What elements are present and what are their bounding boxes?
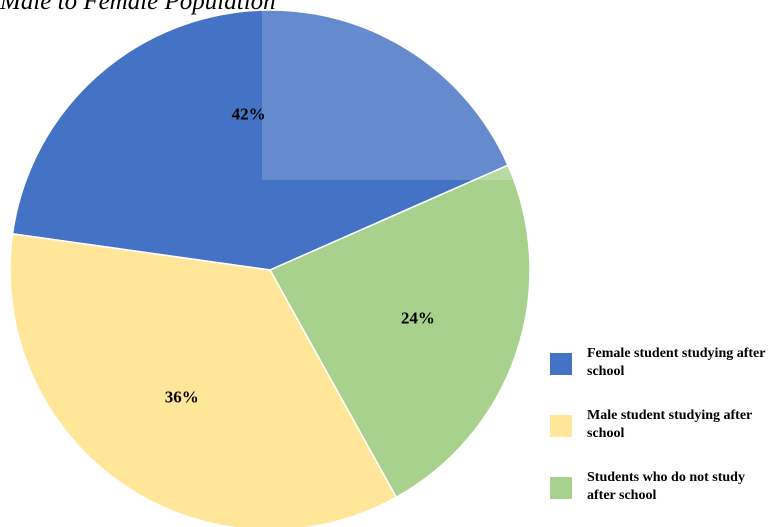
legend-swatch <box>550 353 572 375</box>
legend-swatch <box>550 415 572 437</box>
legend-label: Female student studying after school <box>587 346 766 379</box>
pie-slice <box>268 164 531 499</box>
data-label: 24% <box>401 309 435 328</box>
legend-label: Male student studying after school <box>587 408 753 441</box>
legend-item: Male student studying after school <box>550 407 765 469</box>
pie-slice <box>9 232 398 527</box>
legend-label: Students who do not study after school <box>587 470 745 503</box>
pie-slice <box>11 9 509 271</box>
legend-item: Female student studying after school <box>550 345 765 407</box>
watermark <box>262 10 512 180</box>
data-label: 36% <box>165 388 199 407</box>
data-label: 42% <box>232 104 266 123</box>
legend-swatch <box>550 477 572 499</box>
chart-title: Male to Female Population <box>0 0 276 15</box>
legend: Female student studying after school Male… <box>550 345 765 527</box>
legend-item: Students who do not study after school <box>550 469 765 527</box>
